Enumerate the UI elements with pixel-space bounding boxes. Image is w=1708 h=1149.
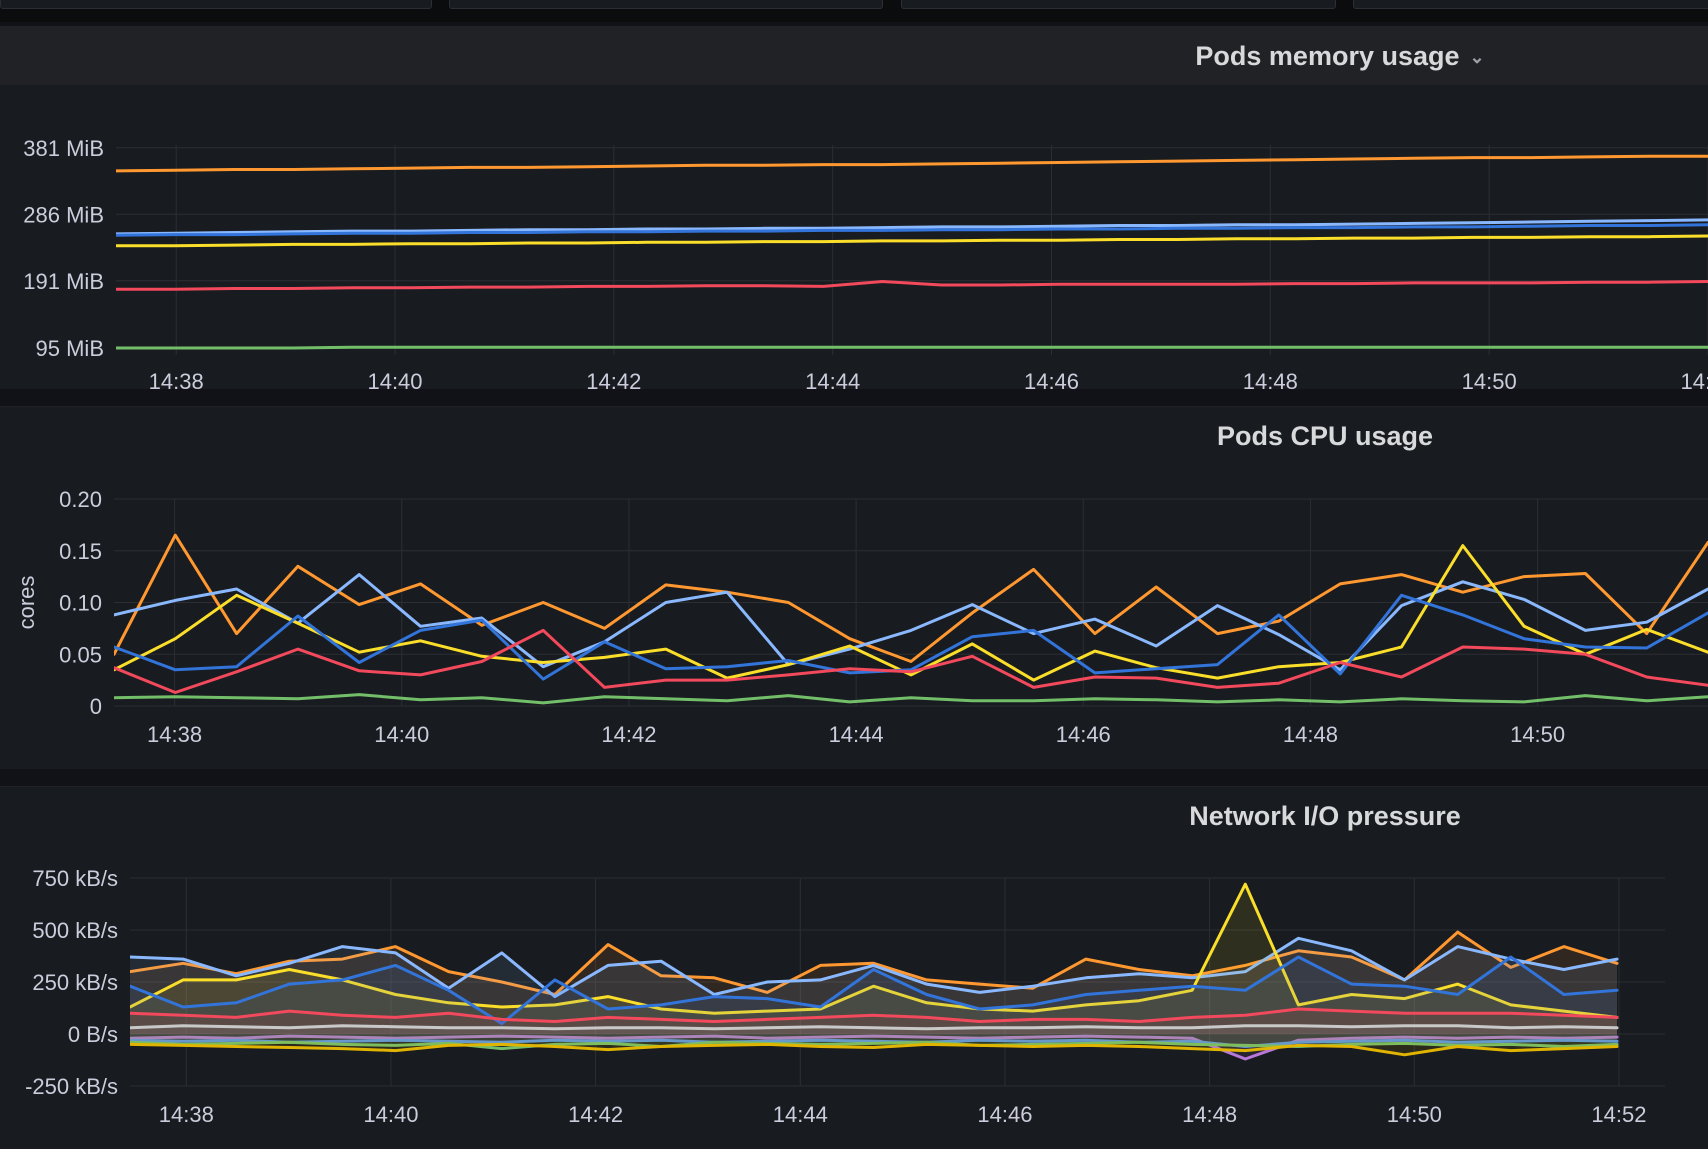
x-tick-label: 14:50 (1387, 1102, 1442, 1127)
series-line-7[interactable] (130, 1038, 1619, 1048)
x-tick-label: 14:52 (1680, 369, 1708, 389)
x-tick-label: 14:48 (1182, 1102, 1237, 1127)
series-line-2[interactable] (114, 544, 1708, 682)
memory-usage-chart: 381 MiB 286 MiB 191 MiB 95 MiB 14:38 14:40 14:… (23, 136, 1708, 389)
y-tick-label: 0.15 (59, 539, 102, 564)
x-tick-label: 14:38 (159, 1102, 214, 1127)
panel-header[interactable]: Network I/O pressure (0, 787, 1708, 845)
x-tick-label: 14:46 (1024, 369, 1079, 389)
series-line-0[interactable] (114, 533, 1708, 663)
series-line-5[interactable] (130, 1024, 1619, 1031)
series-line-3[interactable] (130, 955, 1619, 1026)
series-area-6 (130, 1034, 1617, 1059)
series-line-4[interactable] (114, 628, 1708, 694)
series-line-2[interactable] (116, 223, 1708, 237)
series-area-0 (130, 932, 1617, 1034)
x-tick-label: 14:50 (1462, 369, 1517, 389)
y-tick-label: 0.20 (59, 487, 102, 512)
y-tick-label: 191 MiB (23, 269, 104, 294)
x-tick-label: 14:50 (1510, 722, 1565, 747)
x-tick-label: 14:46 (1056, 722, 1111, 747)
x-tick-label: 14:52 (1591, 1102, 1646, 1127)
series-area-2 (130, 884, 1617, 1034)
series-area-5 (130, 1025, 1617, 1034)
y-tick-label: 0 B/s (68, 1022, 118, 1047)
panel-pods-memory-usage: Pods memory usage ⌄ 381 MiB 286 MiB 191 MiB… (0, 26, 1708, 389)
x-tick-label: 14:48 (1243, 369, 1298, 389)
panel-title[interactable]: Network I/O pressure (1189, 801, 1461, 831)
y-tick-label: 500 kB/s (32, 918, 118, 943)
panel-network-io-pressure: Network I/O pressure 750 kB/s 500 kB/s 250… (0, 786, 1708, 1149)
series-line-2[interactable] (130, 882, 1619, 1019)
y-tick-label: 286 MiB (23, 202, 104, 227)
panel-pods-cpu-usage: Pods CPU usage 0.20 0.15 0.10 0.05 0 14:38 14:… (0, 406, 1708, 769)
x-tick-label: 14:42 (586, 369, 641, 389)
top-panel-stub-4[interactable] (1353, 0, 1708, 9)
network-io-chart: 750 kB/s 500 kB/s 250 kB/s 0 B/s -250 kB/s 14… (25, 866, 1665, 1127)
x-tick-label: 14:38 (147, 722, 202, 747)
cpu-usage-chart: 0.20 0.15 0.10 0.05 0 14:38 14:40 14:42 14:44 14:… (14, 487, 1708, 747)
x-tick-label: 14:44 (773, 1102, 828, 1127)
x-tick-label: 14:44 (829, 722, 884, 747)
x-tick-label: 14:40 (367, 369, 422, 389)
x-tick-label: 14:44 (805, 369, 860, 389)
series-line-8[interactable] (130, 1040, 1619, 1051)
x-tick-label: 14:38 (149, 369, 204, 389)
x-tick-label: 14:42 (601, 722, 656, 747)
series-line-3[interactable] (116, 234, 1708, 248)
series-line-1[interactable] (116, 218, 1708, 236)
series-line-4[interactable] (130, 1007, 1619, 1023)
panel-title[interactable]: Pods CPU usage (1216, 421, 1434, 451)
y-tick-label: 0 (90, 694, 102, 719)
y-tick-label: 250 kB/s (32, 970, 118, 995)
series-line-6[interactable] (130, 1034, 1619, 1061)
panel-title[interactable]: Pods memory usage ⌄ (1195, 41, 1484, 72)
series-line-5[interactable] (114, 693, 1708, 705)
y-tick-label: 381 MiB (23, 136, 104, 161)
x-tick-label: 14:40 (363, 1102, 418, 1127)
panel-header[interactable]: Pods CPU usage (0, 407, 1708, 465)
y-tick-label: -250 kB/s (25, 1074, 118, 1099)
top-panel-stub-2[interactable] (449, 0, 883, 9)
y-tick-label: 750 kB/s (32, 866, 118, 891)
x-tick-label: 14:40 (374, 722, 429, 747)
series-line-4[interactable] (116, 280, 1708, 291)
y-tick-label: 0.10 (59, 591, 102, 616)
top-panel-stub-1[interactable] (0, 0, 432, 9)
series-line-3[interactable] (114, 593, 1708, 681)
panel-title-text: Pods memory usage (1195, 41, 1460, 71)
top-panel-stub-3[interactable] (901, 0, 1336, 9)
x-tick-label: 14:48 (1283, 722, 1338, 747)
panel-header[interactable]: Pods memory usage ⌄ (0, 27, 1708, 85)
series-line-9[interactable] (130, 1042, 1619, 1057)
series-line-1[interactable] (130, 936, 1619, 999)
y-tick-label: 0.05 (59, 642, 102, 667)
series-line-0[interactable] (116, 154, 1708, 173)
y-tick-label: 95 MiB (36, 336, 104, 361)
y-axis-label: cores (14, 576, 39, 630)
series-line-1[interactable] (114, 573, 1708, 672)
chevron-down-icon[interactable]: ⌄ (1469, 47, 1485, 68)
x-tick-label: 14:46 (977, 1102, 1032, 1127)
x-tick-label: 14:42 (568, 1102, 623, 1127)
series-line-5[interactable] (116, 345, 1708, 350)
